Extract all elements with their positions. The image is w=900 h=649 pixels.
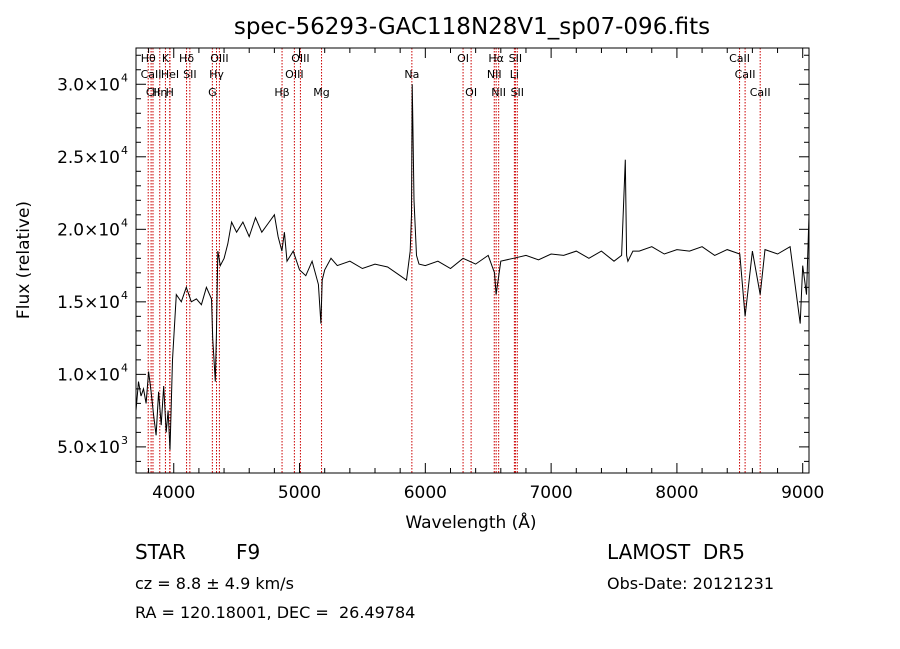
spectral-line-label: K [162,52,170,65]
x-tick-label: 5000 [278,483,321,503]
spectral-line-label: OIII [210,52,228,65]
spectral-line-label: CaII [729,52,750,65]
spectral-line-label: Hθ [141,52,156,65]
spectral-line-label: NII [491,86,506,99]
spectral-line-label: CaII [141,68,162,81]
y-axis: 5.0×10 31.0×10 41.5×10 42.0×10 42.5×10 43.0×1… [57,54,809,462]
y-tick-exponent: 4 [121,216,128,229]
y-tick-label: 1.0×10 [57,365,120,385]
spectral-line-label: OI [465,86,477,99]
spectral-line-label: OI [457,52,469,65]
survey-name: LAMOST DR5 [607,540,745,564]
spectral-line-label: Li [510,68,519,81]
spectral-line-label: HeI [161,68,179,81]
spectral-line-label: Hβ [274,86,289,99]
plot-frame [135,47,810,474]
spectral-line-label: Hδ [179,52,194,65]
spectral-line-label: OIII [285,68,303,81]
spectral-line-label: G [208,86,217,99]
y-axis-label: Flux (relative) [14,201,34,319]
spectral-line-label: CaII [735,68,756,81]
ra-dec-coordinates: RA = 120.18001, DEC = 26.49784 [135,603,416,622]
x-axis-label: Wavelength (Å) [405,511,536,533]
redshift-cz: cz = 8.8 ± 4.9 km/s [135,574,294,593]
y-tick-exponent: 4 [121,71,128,84]
y-tick-mantissa: 1.5×10 [57,293,120,313]
spectral-line-label: H [166,86,174,99]
spectral-line-label: Mg [313,86,329,99]
y-tick-exponent: 4 [121,289,128,302]
spectral-lines-layer [147,48,761,473]
spectral-line-label: Hη [152,86,167,99]
spectral-line-label: NII [487,68,502,81]
spectral-line-label: Hα [488,52,504,65]
x-tick-label: 7000 [529,483,572,503]
spectral-line-label: CaII [750,86,771,99]
y-tick-mantissa: 3.0×10 [57,75,120,95]
spectral-line-label: SII [509,52,522,65]
chart-title: spec-56293-GAC118N28V1_sp07-096.fits [234,14,710,40]
y-tick-exponent: 4 [121,361,128,374]
spectral-line-label: OIII [291,52,309,65]
x-tick-label: 8000 [655,483,698,503]
object-class: STAR [135,540,186,564]
y-tick-label: 2.0×10 [57,220,120,240]
y-tick-label: 1.5×10 [57,293,120,313]
y-tick-label: 2.5×10 [57,148,120,168]
y-tick-exponent: 4 [121,144,128,157]
spectral-line-label: CII [146,86,160,99]
y-tick-label: 3.0×10 [57,75,120,95]
spectral-line-label: SII [183,68,196,81]
object-subclass: F9 [236,540,261,564]
x-tick-label: 6000 [404,483,447,503]
y-tick-mantissa: 2.5×10 [57,148,120,168]
y-tick-mantissa: 2.0×10 [57,220,120,240]
x-tick-label: 9000 [781,483,824,503]
spectral-line-label: Hγ [209,68,224,81]
x-tick-label: 4000 [152,483,195,503]
y-tick-label: 5.0×10 [57,438,120,458]
spectral-line-label: SII [511,86,524,99]
y-tick-mantissa: 5.0×10 [57,438,120,458]
observation-date: Obs-Date: 20121231 [607,574,775,593]
y-tick-exponent: 3 [121,434,128,447]
y-tick-mantissa: 1.0×10 [57,365,120,385]
spectral-line-label: Na [404,68,419,81]
spectrum-series-line [135,84,810,450]
x-axis: 4000 5000 6000 7000 8000 9000 [148,48,824,503]
